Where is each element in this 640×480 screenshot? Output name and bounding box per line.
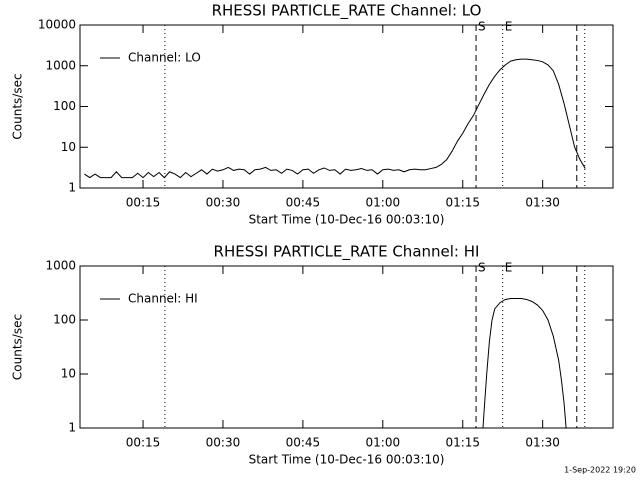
x-tick-label: 00:30 (206, 436, 241, 450)
x-tick-label: 01:00 (366, 436, 401, 450)
marker-label: E (505, 20, 513, 34)
y-axis-label: Counts/sec (11, 73, 25, 139)
x-tick-label: 01:00 (366, 196, 401, 210)
x-axis-label: Start Time (10-Dec-16 00:03:10) (249, 453, 445, 467)
x-tick-label: 00:45 (286, 436, 321, 450)
y-tick-label: 10 (61, 367, 76, 381)
y-tick-label: 1000 (45, 259, 76, 273)
marker-label: S (478, 20, 486, 34)
legend-label: Channel: LO (128, 51, 201, 65)
footer: 1-Sep-2022 19:20 (564, 466, 636, 475)
marker-label: E (505, 261, 513, 275)
x-tick-label: 01:15 (445, 436, 480, 450)
x-tick-label: 00:45 (286, 196, 321, 210)
legend-label: Channel: HI (128, 292, 198, 306)
chart-title: RHESSI PARTICLE_RATE Channel: HI (214, 243, 480, 262)
x-tick-label: 01:30 (525, 196, 560, 210)
x-axis-label: Start Time (10-Dec-16 00:03:10) (249, 213, 445, 227)
chart-title: RHESSI PARTICLE_RATE Channel: LO (212, 2, 482, 21)
marker-label: S (478, 261, 486, 275)
data-line (84, 58, 586, 179)
y-tick-label: 1000 (45, 58, 76, 72)
y-tick-label: 10 (61, 140, 76, 154)
x-tick-label: 00:15 (126, 196, 161, 210)
x-tick-label: 00:15 (126, 436, 161, 450)
plot-frame (79, 265, 614, 429)
x-tick-label: 00:30 (206, 196, 241, 210)
x-tick-label: 01:30 (525, 436, 560, 450)
y-tick-label: 100 (53, 313, 76, 327)
y-tick-label: 1 (68, 421, 76, 435)
plot-frame (79, 24, 614, 189)
y-axis-label: Counts/sec (11, 314, 25, 380)
y-tick-label: 10000 (38, 18, 76, 32)
x-tick-label: 01:15 (445, 196, 480, 210)
data-line (482, 298, 567, 428)
y-tick-label: 100 (53, 99, 76, 113)
y-tick-label: 1 (68, 181, 76, 195)
